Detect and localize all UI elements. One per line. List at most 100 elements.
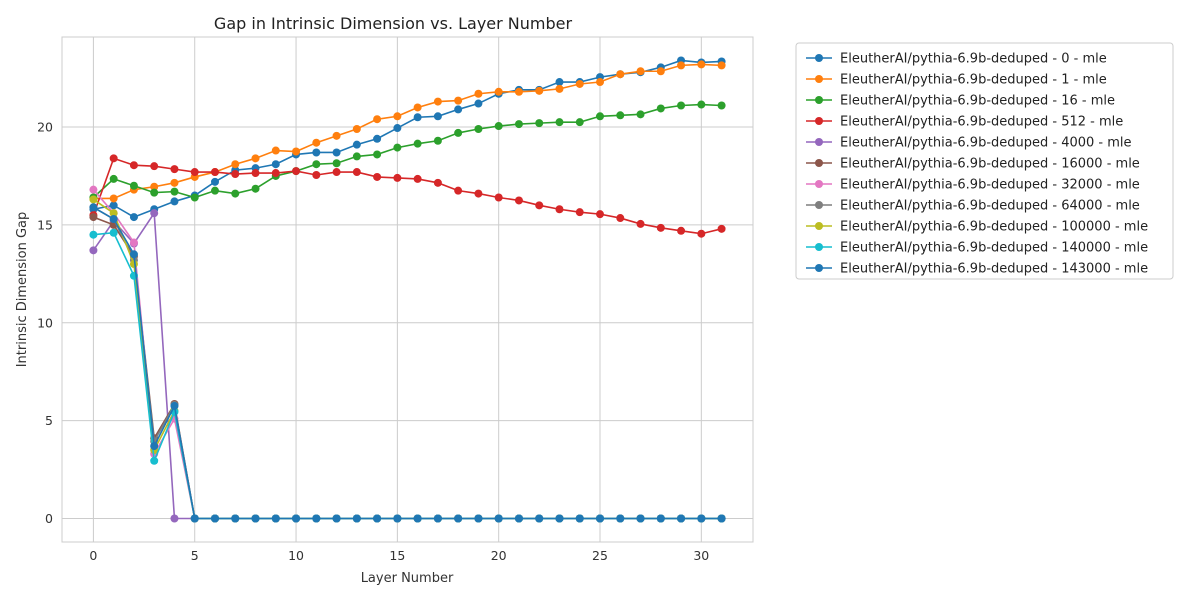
data-point (271, 169, 280, 178)
legend-marker (815, 117, 823, 125)
data-point (373, 172, 382, 181)
data-point (596, 514, 605, 523)
data-point (332, 131, 341, 140)
x-tick-label: 25 (592, 548, 608, 563)
x-tick-label: 15 (389, 548, 405, 563)
legend-marker (815, 159, 823, 167)
data-point (616, 214, 625, 223)
data-point (312, 514, 321, 523)
data-point (596, 78, 605, 87)
data-point (231, 170, 240, 179)
data-point (535, 514, 544, 523)
data-point (535, 119, 544, 128)
data-point (210, 186, 219, 195)
legend-entry: EleutherAI/pythia-6.9b-deduped - 16 - ml… (840, 94, 1115, 109)
data-point (271, 160, 280, 169)
plot-frame (61, 36, 754, 543)
series-group (89, 56, 726, 523)
x-tick-label: 30 (693, 548, 709, 563)
data-point (89, 195, 98, 204)
data-point (616, 514, 625, 523)
data-point (413, 113, 422, 122)
legend-marker (815, 96, 823, 104)
data-point (109, 228, 118, 237)
data-point (575, 79, 584, 88)
data-point (555, 205, 564, 214)
y-tick-label: 10 (37, 315, 53, 330)
data-point (89, 246, 98, 255)
data-point (373, 150, 382, 159)
data-point (312, 170, 321, 179)
data-point (393, 173, 402, 182)
data-point (494, 122, 503, 131)
data-point (312, 160, 321, 169)
data-point (332, 168, 341, 177)
data-point (373, 134, 382, 143)
data-point (109, 174, 118, 183)
data-point (454, 96, 463, 105)
data-point (555, 84, 564, 93)
data-point (373, 115, 382, 124)
data-point (332, 514, 341, 523)
data-point (555, 78, 564, 87)
data-point (616, 111, 625, 120)
legend-marker (815, 138, 823, 146)
legend-entry: EleutherAI/pythia-6.9b-deduped - 140000 … (840, 241, 1148, 256)
data-point (251, 184, 260, 193)
data-point (514, 514, 523, 523)
data-point (413, 103, 422, 112)
data-point (393, 514, 402, 523)
legend-marker (815, 264, 823, 272)
data-point (352, 168, 361, 177)
legend-entry: EleutherAI/pythia-6.9b-deduped - 16000 -… (840, 157, 1140, 172)
data-point (150, 209, 159, 218)
plot-area (62, 37, 753, 542)
data-point (555, 514, 564, 523)
tick-labels: 0 5 10 15 20 25 30 0 5 10 15 20 (37, 120, 709, 563)
data-point (697, 229, 706, 238)
data-point (170, 187, 179, 196)
legend-marker (815, 222, 823, 230)
data-point (231, 160, 240, 169)
data-point (190, 168, 199, 177)
data-point (170, 178, 179, 187)
data-point (697, 60, 706, 69)
data-point (474, 189, 483, 198)
data-point (150, 182, 159, 191)
data-point (677, 101, 686, 110)
data-point (129, 250, 138, 259)
data-point (312, 148, 321, 157)
data-point (413, 139, 422, 148)
data-point (575, 208, 584, 217)
gridlines (62, 37, 753, 542)
data-point (210, 514, 219, 523)
data-point (656, 514, 665, 523)
data-point (636, 514, 645, 523)
data-point (109, 154, 118, 163)
series-10 (89, 203, 726, 523)
data-point (575, 514, 584, 523)
data-point (210, 168, 219, 177)
data-point (474, 124, 483, 133)
data-point (170, 197, 179, 206)
data-point (170, 165, 179, 174)
legend: EleutherAI/pythia-6.9b-deduped - 0 - mle… (795, 42, 1174, 280)
legend-entry: EleutherAI/pythia-6.9b-deduped - 512 - m… (840, 115, 1123, 130)
y-tick-label: 0 (45, 511, 53, 526)
data-point (150, 442, 159, 451)
data-point (109, 201, 118, 210)
data-point (129, 213, 138, 222)
data-point (231, 189, 240, 198)
y-tick-label: 5 (45, 413, 53, 428)
data-point (292, 147, 301, 156)
legend-marker (815, 54, 823, 62)
data-point (677, 61, 686, 70)
data-point (636, 219, 645, 228)
data-point (697, 100, 706, 109)
y-tick-label: 20 (37, 120, 53, 135)
data-point (454, 105, 463, 114)
data-point (474, 89, 483, 98)
data-point (251, 154, 260, 163)
data-point (636, 67, 645, 76)
y-tick-label: 15 (37, 217, 53, 232)
